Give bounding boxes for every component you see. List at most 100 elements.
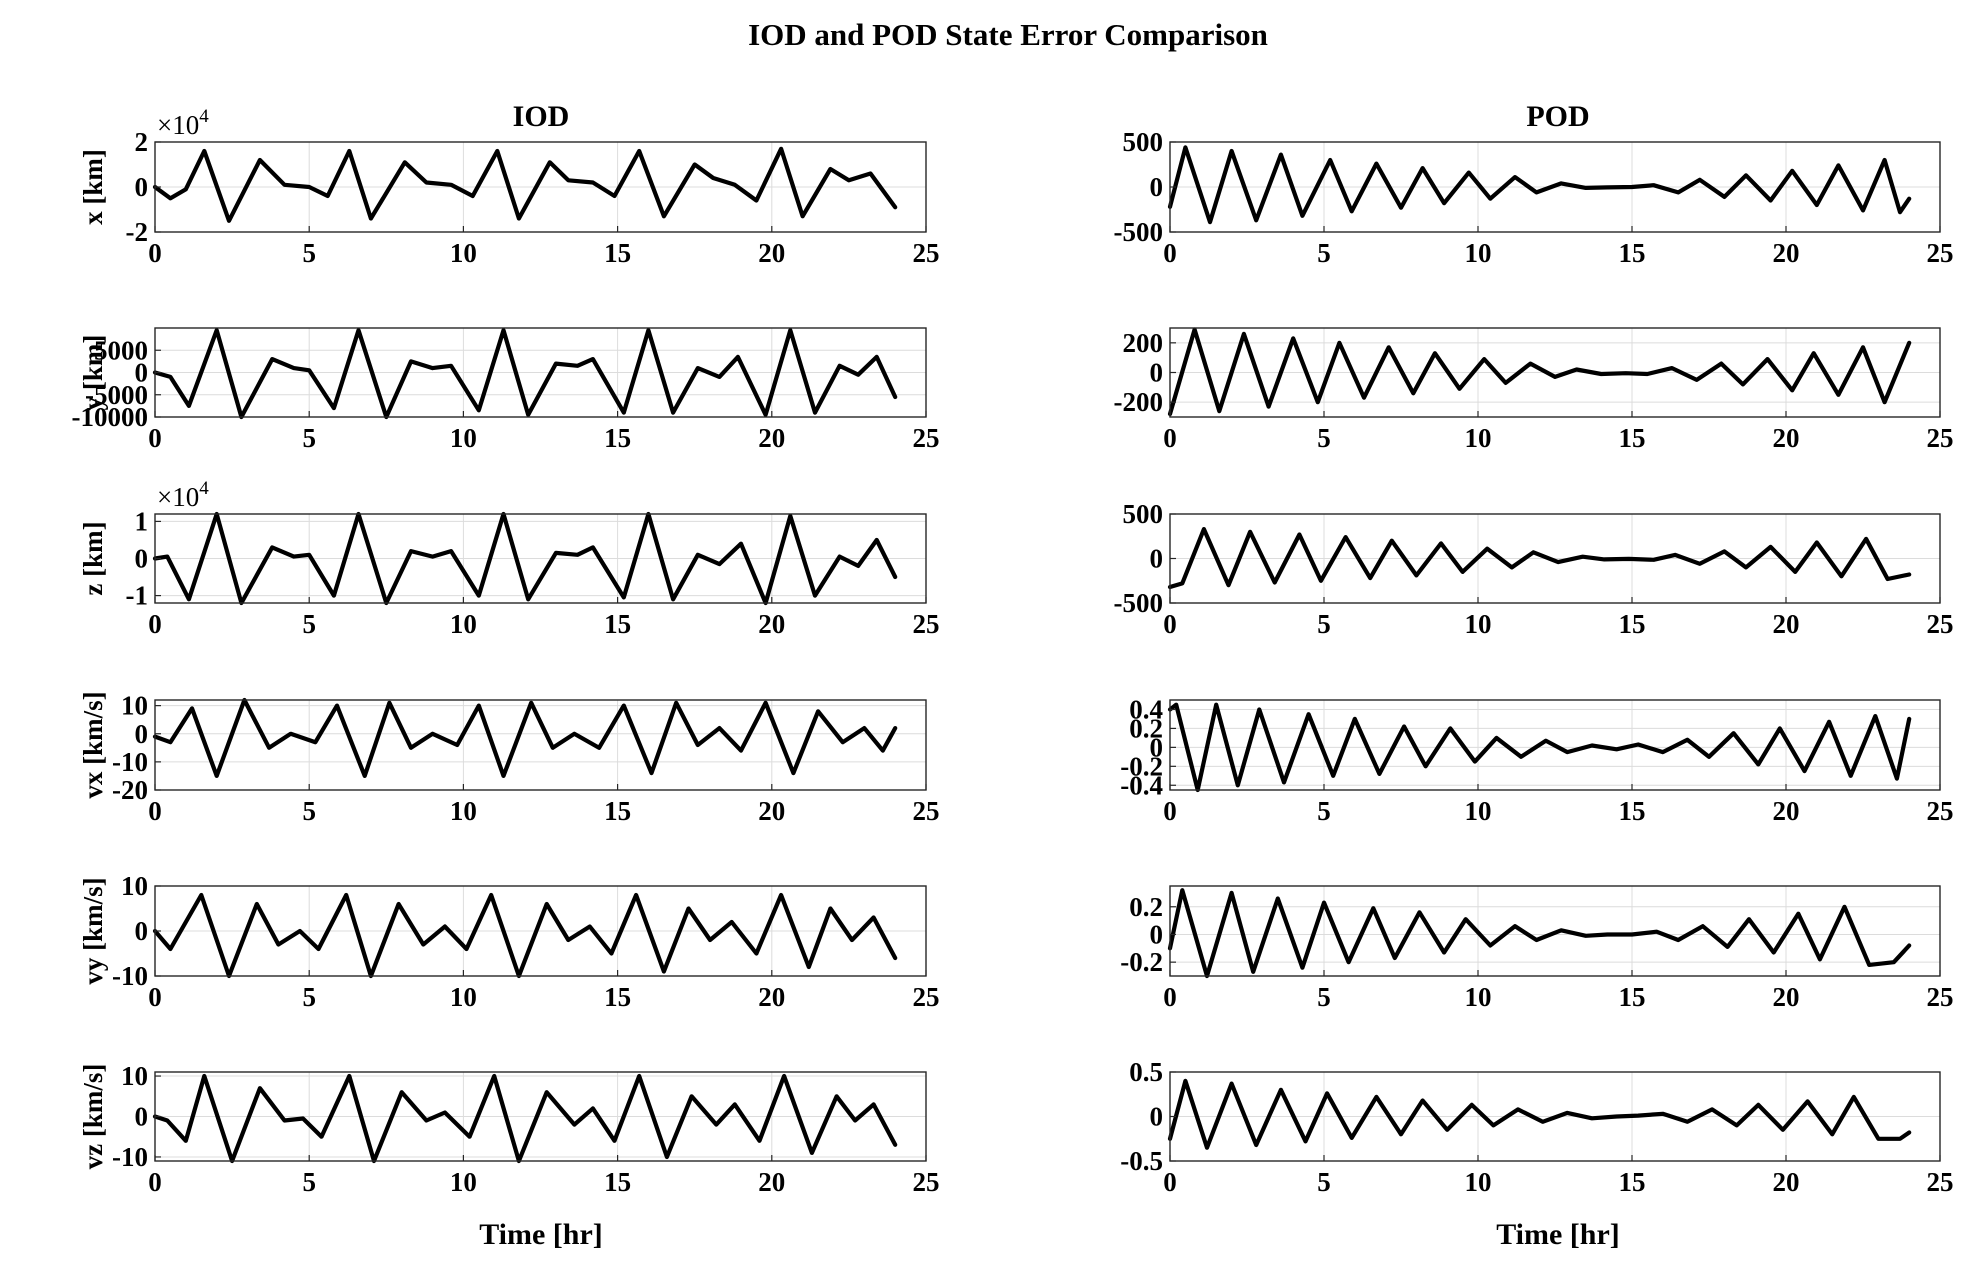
series-line xyxy=(152,892,898,979)
x-tick-label: 10 xyxy=(450,423,477,453)
y-tick-label: 5000 xyxy=(94,335,148,365)
x-tick-label: 20 xyxy=(758,1167,785,1197)
y-tick-label: -200 xyxy=(1114,387,1164,417)
y-tick-label: 200 xyxy=(1123,328,1164,358)
y-tick-label: 0 xyxy=(135,358,149,388)
x-tick-label: 0 xyxy=(1163,1167,1177,1197)
x-tick-label: 25 xyxy=(913,982,940,1012)
y-tick-label: 0 xyxy=(1150,544,1164,574)
y-axis-label: y [km] xyxy=(78,335,108,411)
series-line xyxy=(1167,888,1912,979)
y-tick-label: -10 xyxy=(112,1142,148,1172)
x-tick-label: 25 xyxy=(913,1167,940,1197)
x-tick-label: 10 xyxy=(450,238,477,268)
x-tick-label: 10 xyxy=(1465,1167,1492,1197)
series-line xyxy=(152,511,898,606)
y-tick-label: 0.5 xyxy=(1129,1057,1163,1087)
x-tick-label: 10 xyxy=(1465,423,1492,453)
x-axis-label-pod: Time [hr] xyxy=(1496,1218,1620,1251)
x-tick-label: 20 xyxy=(758,982,785,1012)
x-tick-label: 5 xyxy=(1317,982,1331,1012)
column-title-iod: IOD xyxy=(513,100,570,133)
x-tick-label: 25 xyxy=(1927,982,1954,1012)
x-tick-label: 10 xyxy=(1465,609,1492,639)
x-tick-label: 25 xyxy=(1927,1167,1954,1197)
x-tick-label: 20 xyxy=(1773,796,1800,826)
y-tick-label: -10 xyxy=(112,961,148,991)
series-line xyxy=(1167,145,1912,225)
x-tick-label: 15 xyxy=(1619,238,1646,268)
x-tick-label: 20 xyxy=(1773,982,1800,1012)
x-tick-label: 5 xyxy=(302,982,316,1012)
x-tick-label: 15 xyxy=(1619,423,1646,453)
x-tick-label: 0 xyxy=(148,238,162,268)
series-line xyxy=(1167,526,1912,590)
y-tick-label: 0 xyxy=(135,1102,149,1132)
x-tick-label: 25 xyxy=(1927,238,1954,268)
y-tick-label: -5000 xyxy=(85,380,148,410)
x-tick-label: 20 xyxy=(758,796,785,826)
x-tick-label: 0 xyxy=(1163,423,1177,453)
x-tick-label: 5 xyxy=(302,238,316,268)
y-tick-label: -0.4 xyxy=(1120,770,1163,800)
x-tick-label: 5 xyxy=(302,609,316,639)
x-tick-label: 5 xyxy=(1317,1167,1331,1197)
x-tick-label: 25 xyxy=(913,796,940,826)
y-axis-label: x [km] xyxy=(78,149,108,225)
series-line xyxy=(1167,1078,1912,1150)
y-tick-label: 1 xyxy=(135,506,149,536)
y-tick-label: 10 xyxy=(121,691,148,721)
x-tick-label: 25 xyxy=(913,609,940,639)
x-tick-label: 0 xyxy=(148,1167,162,1197)
y-tick-label: 0 xyxy=(135,916,149,946)
x-tick-label: 15 xyxy=(604,238,631,268)
series-line xyxy=(1167,327,1912,417)
x-tick-label: 0 xyxy=(148,982,162,1012)
x-tick-label: 0 xyxy=(1163,238,1177,268)
axes-frame xyxy=(1169,699,1941,791)
x-tick-label: 0 xyxy=(148,423,162,453)
x-tick-label: 10 xyxy=(1465,796,1492,826)
x-tick-label: 25 xyxy=(913,423,940,453)
y-tick-label: -0.2 xyxy=(1120,751,1163,781)
x-tick-label: 15 xyxy=(1619,1167,1646,1197)
x-tick-label: 0 xyxy=(1163,982,1177,1012)
x-tick-label: 15 xyxy=(604,609,631,639)
x-tick-label: 10 xyxy=(450,609,477,639)
y-axis-label: vz [km/s] xyxy=(78,1064,108,1170)
x-tick-label: 15 xyxy=(604,423,631,453)
x-tick-label: 20 xyxy=(1773,609,1800,639)
x-tick-label: 10 xyxy=(450,796,477,826)
y-tick-label: 0 xyxy=(135,172,149,202)
x-tick-label: 25 xyxy=(913,238,940,268)
x-tick-label: 15 xyxy=(1619,796,1646,826)
figure-title: IOD and POD State Error Comparison xyxy=(748,17,1268,52)
panel-pod-row5: 0 5 10 15 20 25-0.200.2 xyxy=(1120,885,1954,1012)
y-tick-label: 0.2 xyxy=(1129,713,1163,743)
x-tick-label: 10 xyxy=(1465,982,1492,1012)
x-tick-label: 20 xyxy=(758,238,785,268)
y-axis-label: vx [km/s] xyxy=(78,691,108,798)
y-tick-label: -10000 xyxy=(72,402,149,432)
exponent-label: ×104 xyxy=(157,106,209,140)
x-tick-label: 0 xyxy=(1163,609,1177,639)
x-tick-label: 5 xyxy=(1317,796,1331,826)
column-title-pod: POD xyxy=(1526,100,1589,133)
x-tick-label: 0 xyxy=(148,796,162,826)
y-tick-label: 0.4 xyxy=(1129,694,1163,724)
axes-frame xyxy=(154,699,927,791)
y-tick-label: -1 xyxy=(126,581,149,611)
panel-pod-row4: 0 5 10 15 20 25-0.4-0.200.20.4 xyxy=(1120,694,1953,826)
series-line xyxy=(152,328,898,420)
y-tick-label: -2 xyxy=(126,217,149,247)
x-tick-label: 5 xyxy=(1317,423,1331,453)
y-tick-label: 500 xyxy=(1123,499,1164,529)
y-tick-label: 0 xyxy=(1150,919,1164,949)
x-tick-label: 15 xyxy=(604,982,631,1012)
series-line xyxy=(152,697,898,779)
